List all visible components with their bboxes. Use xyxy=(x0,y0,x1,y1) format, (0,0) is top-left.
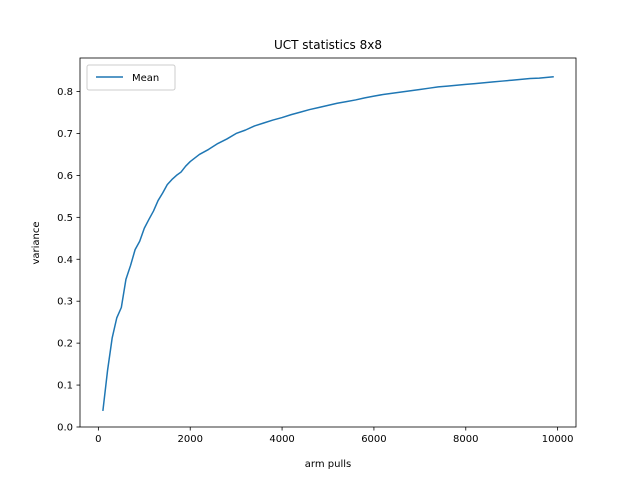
y-tick-label: 0.2 xyxy=(57,339,73,350)
y-tick-label: 0.0 xyxy=(57,423,73,434)
legend-label: Mean xyxy=(132,73,159,84)
y-tick-label: 0.7 xyxy=(57,129,73,140)
x-axis-label: arm pulls xyxy=(305,459,351,470)
x-tick-label: 0 xyxy=(95,434,101,445)
x-tick-label: 4000 xyxy=(269,434,294,445)
series-line-mean xyxy=(102,76,554,412)
y-tick-label: 0.3 xyxy=(57,297,73,308)
x-tick-label: 2000 xyxy=(177,434,202,445)
legend-box xyxy=(86,64,176,91)
legend: Mean xyxy=(86,64,176,91)
y-axis-label: variance xyxy=(31,221,42,264)
x-tick-label: 8000 xyxy=(453,434,478,445)
plot-area xyxy=(102,76,554,412)
y-tick-label: 0.6 xyxy=(57,171,73,182)
x-tick-label: 6000 xyxy=(361,434,386,445)
x-tick-label: 10000 xyxy=(542,434,574,445)
y-tick-label: 0.4 xyxy=(57,255,73,266)
axes-frame xyxy=(79,57,577,428)
chart-title: UCT statistics 8x8 xyxy=(274,38,382,52)
axes: 0 2000 4000 6000 8000 10000 0.0 0.1 0.2 0.3 0.4 0.5… xyxy=(57,57,577,445)
y-tick-label: 0.1 xyxy=(57,381,73,392)
y-tick-label: 0.5 xyxy=(57,213,73,224)
y-tick-label: 0.8 xyxy=(57,87,73,98)
